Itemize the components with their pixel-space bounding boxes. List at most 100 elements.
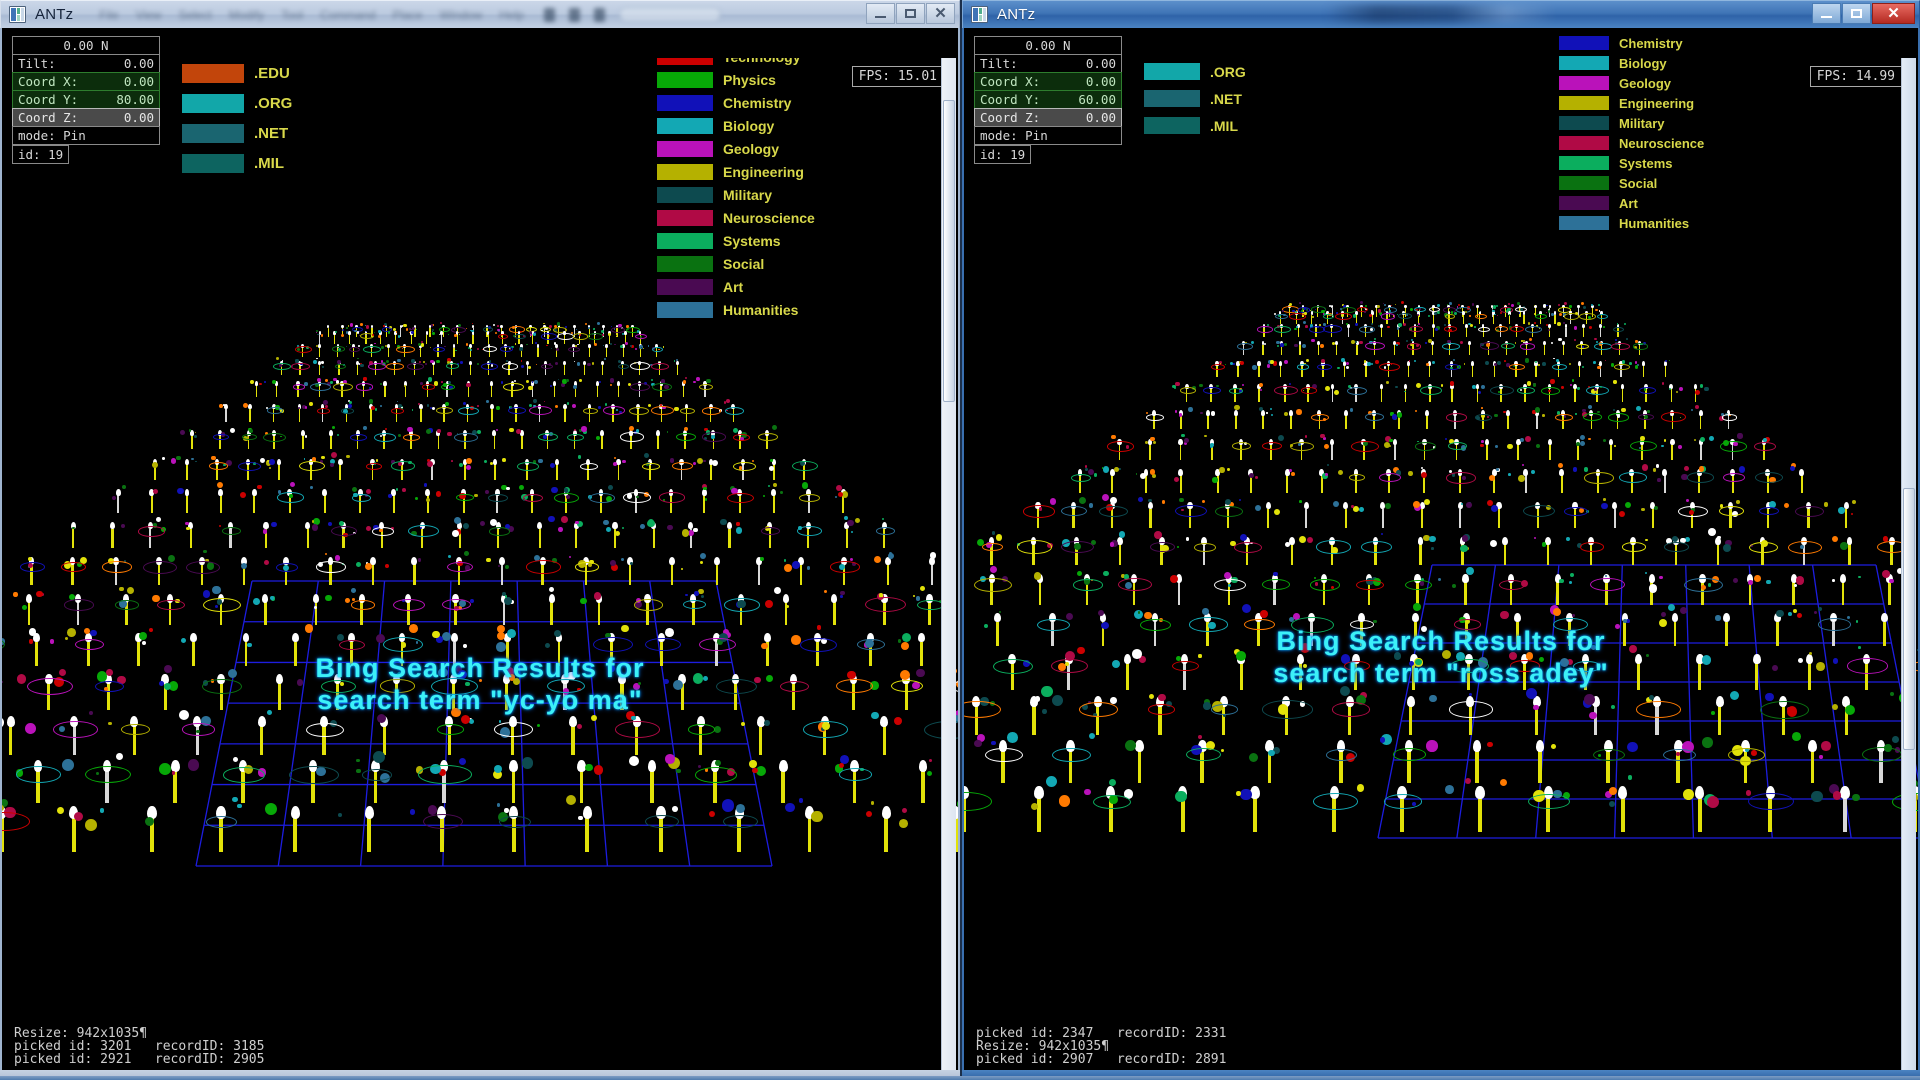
satellite-node[interactable]: [703, 459, 706, 463]
data-node[interactable]: [1257, 383, 1263, 402]
satellite-node[interactable]: [324, 405, 328, 409]
satellite-node[interactable]: [1169, 575, 1178, 584]
data-node[interactable]: [430, 344, 446, 358]
data-node[interactable]: [626, 324, 641, 337]
satellite-node[interactable]: [561, 383, 566, 387]
satellite-node[interactable]: [591, 714, 598, 721]
data-node[interactable]: [550, 378, 566, 397]
data-node[interactable]: [699, 628, 736, 667]
data-node[interactable]: [1440, 381, 1455, 402]
satellite-node[interactable]: [317, 333, 319, 336]
data-node[interactable]: [1356, 574, 1384, 605]
satellite-node[interactable]: [1534, 305, 1536, 307]
satellite-node[interactable]: [1776, 609, 1784, 618]
data-node[interactable]: [432, 401, 454, 422]
data-node[interactable]: [1424, 339, 1435, 356]
data-node[interactable]: [496, 625, 517, 667]
satellite-node[interactable]: [22, 604, 28, 610]
satellite-node[interactable]: [1359, 300, 1363, 305]
data-node[interactable]: [727, 485, 754, 513]
satellite-node[interactable]: [164, 665, 173, 674]
data-node[interactable]: [1522, 502, 1555, 528]
satellite-node[interactable]: [1220, 748, 1225, 753]
satellite-node[interactable]: [1480, 385, 1485, 390]
data-node[interactable]: [1792, 731, 1831, 783]
satellite-node[interactable]: [1323, 323, 1326, 326]
satellite-node[interactable]: [120, 524, 125, 529]
satellite-node[interactable]: [1569, 305, 1572, 308]
satellite-node[interactable]: [1486, 500, 1493, 507]
satellite-node[interactable]: [1450, 311, 1453, 314]
data-node[interactable]: [1248, 469, 1258, 493]
satellite-node[interactable]: [1110, 696, 1117, 704]
data-node[interactable]: [1379, 734, 1438, 783]
satellite-node[interactable]: [1623, 619, 1627, 624]
satellite-node[interactable]: [426, 461, 433, 468]
data-node[interactable]: [1453, 613, 1482, 647]
satellite-node[interactable]: [1353, 505, 1359, 512]
satellite-node[interactable]: [554, 324, 558, 328]
data-node[interactable]: [1311, 410, 1330, 430]
data-node[interactable]: [432, 331, 450, 344]
data-node[interactable]: [1133, 610, 1172, 647]
toolbar-left[interactable]: [543, 7, 721, 22]
satellite-node[interactable]: [1534, 407, 1541, 413]
satellite-node[interactable]: [1685, 537, 1691, 543]
satellite-node[interactable]: [1582, 306, 1586, 310]
viewport-right[interactable]: Bing Search Results for search term "ros…: [962, 28, 1920, 1080]
satellite-node[interactable]: [1284, 359, 1289, 364]
satellite-node[interactable]: [1340, 358, 1345, 362]
satellite-node[interactable]: [1603, 326, 1605, 329]
data-node[interactable]: [1189, 608, 1228, 647]
data-node[interactable]: [1499, 308, 1511, 324]
satellite-node[interactable]: [371, 406, 376, 411]
satellite-node[interactable]: [1294, 344, 1298, 348]
data-node[interactable]: [1212, 467, 1231, 493]
satellite-node[interactable]: [1615, 339, 1617, 341]
data-node[interactable]: [1621, 537, 1648, 566]
satellite-node[interactable]: [1337, 366, 1340, 369]
data-node[interactable]: [1214, 572, 1246, 605]
menu-item-select[interactable]: Select: [178, 7, 212, 22]
satellite-node[interactable]: [453, 334, 457, 338]
satellite-node[interactable]: [289, 482, 295, 488]
data-node[interactable]: [1564, 502, 1590, 528]
data-node[interactable]: [1548, 310, 1563, 324]
data-node[interactable]: [316, 344, 321, 358]
data-node[interactable]: [499, 344, 514, 358]
satellite-node[interactable]: [1098, 610, 1105, 617]
satellite-node[interactable]: [500, 381, 504, 384]
data-node[interactable]: [415, 757, 472, 803]
satellite-node[interactable]: [316, 357, 319, 360]
satellite-node[interactable]: [1765, 692, 1774, 701]
satellite-node[interactable]: [1291, 472, 1296, 477]
satellite-node[interactable]: [438, 333, 440, 335]
data-node[interactable]: [1185, 735, 1225, 783]
satellite-node[interactable]: [1831, 703, 1839, 710]
satellite-node[interactable]: [304, 382, 308, 387]
data-node[interactable]: [897, 632, 925, 667]
satellite-node[interactable]: [1085, 465, 1088, 468]
satellite-node[interactable]: [1624, 502, 1631, 509]
satellite-node[interactable]: [506, 360, 508, 363]
data-node[interactable]: [496, 803, 531, 852]
satellite-node[interactable]: [651, 379, 654, 382]
scrollbar-thumb[interactable]: [943, 100, 955, 402]
satellite-node[interactable]: [334, 331, 337, 334]
satellite-node[interactable]: [496, 642, 506, 652]
satellite-node[interactable]: [1808, 651, 1813, 655]
data-node[interactable]: [387, 487, 406, 513]
satellite-node[interactable]: [1556, 411, 1561, 415]
satellite-node[interactable]: [1209, 444, 1213, 448]
data-node[interactable]: [294, 344, 313, 358]
satellite-node[interactable]: [250, 379, 255, 384]
satellite-node[interactable]: [188, 759, 200, 771]
satellite-node[interactable]: [919, 585, 925, 591]
satellite-node[interactable]: [1137, 611, 1141, 614]
satellite-node[interactable]: [669, 458, 675, 463]
satellite-node[interactable]: [1558, 303, 1561, 306]
satellite-node[interactable]: [628, 425, 634, 431]
satellite-node[interactable]: [573, 428, 576, 431]
satellite-node[interactable]: [156, 517, 162, 523]
satellite-node[interactable]: [1413, 603, 1421, 611]
